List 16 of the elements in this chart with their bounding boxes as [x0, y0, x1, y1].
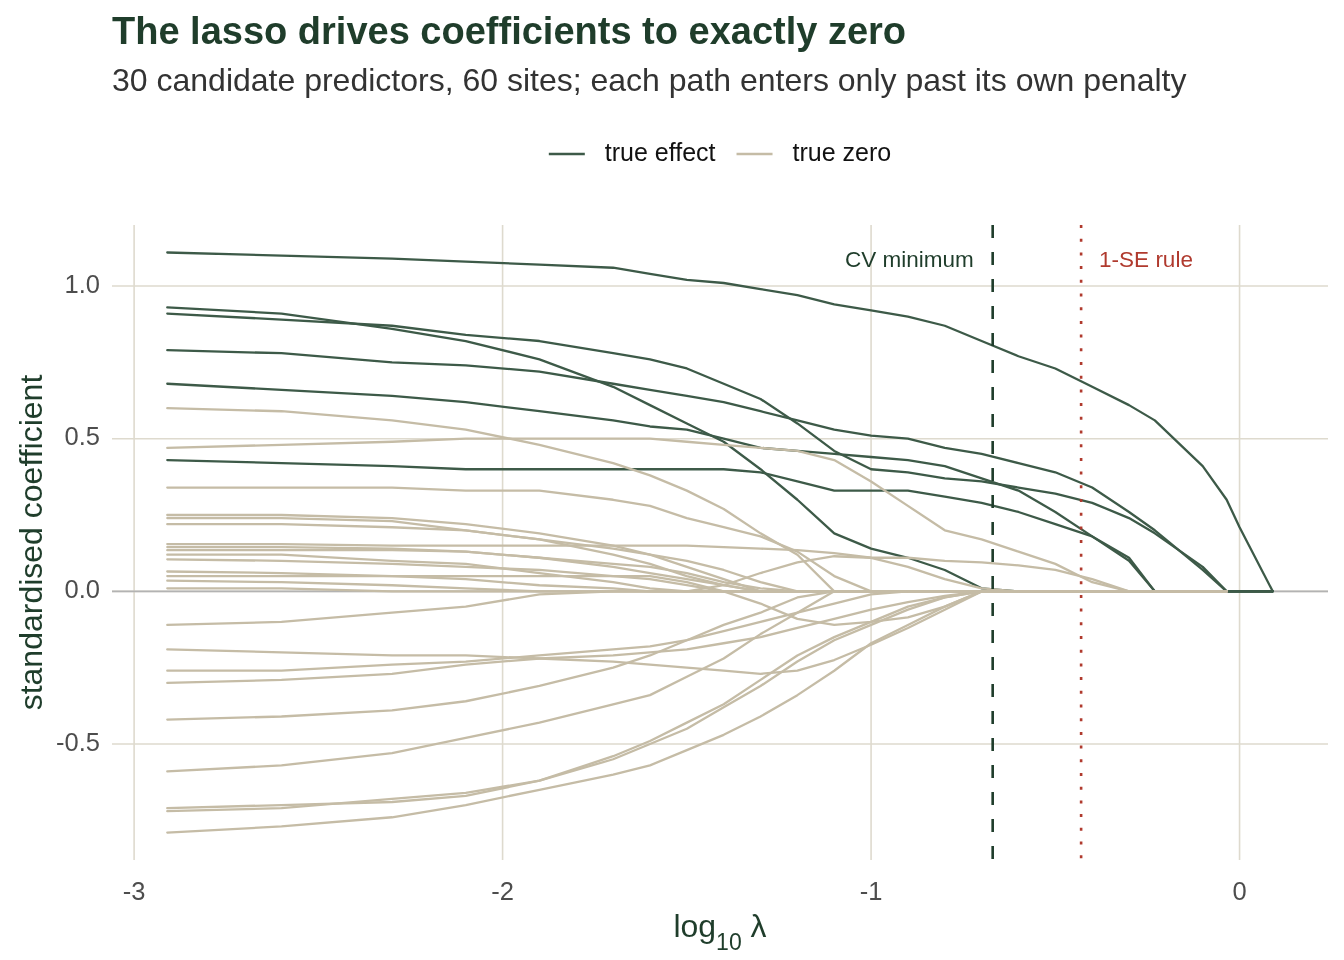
chart-title: The lasso drives coefficients to exactly zero — [112, 10, 907, 52]
x-tick-label: 0 — [1232, 876, 1247, 905]
x-axis-title: log$_{10}$ λ — [673, 908, 767, 955]
y-axis-title: standardised coefficient — [13, 374, 49, 711]
x-tick-label: -3 — [122, 876, 146, 905]
y-tick-label: -0.5 — [56, 727, 100, 756]
legend-label: true effect — [604, 137, 716, 166]
y-tick-label: 0.5 — [64, 422, 100, 451]
y-tick-label: 0.0 — [64, 575, 100, 604]
chart-subtitle: 30 candidate predictors, 60 sites; each path enters only past its own penalty — [112, 62, 1187, 98]
y-tick-label: 1.0 — [64, 269, 100, 298]
ref-line-label: CV minimum — [844, 246, 974, 272]
ref-line-label: 1-SE rule — [1099, 246, 1193, 272]
legend-label: true zero — [792, 137, 892, 166]
x-tick-label: -1 — [859, 876, 883, 905]
x-tick-label: -2 — [491, 876, 514, 905]
